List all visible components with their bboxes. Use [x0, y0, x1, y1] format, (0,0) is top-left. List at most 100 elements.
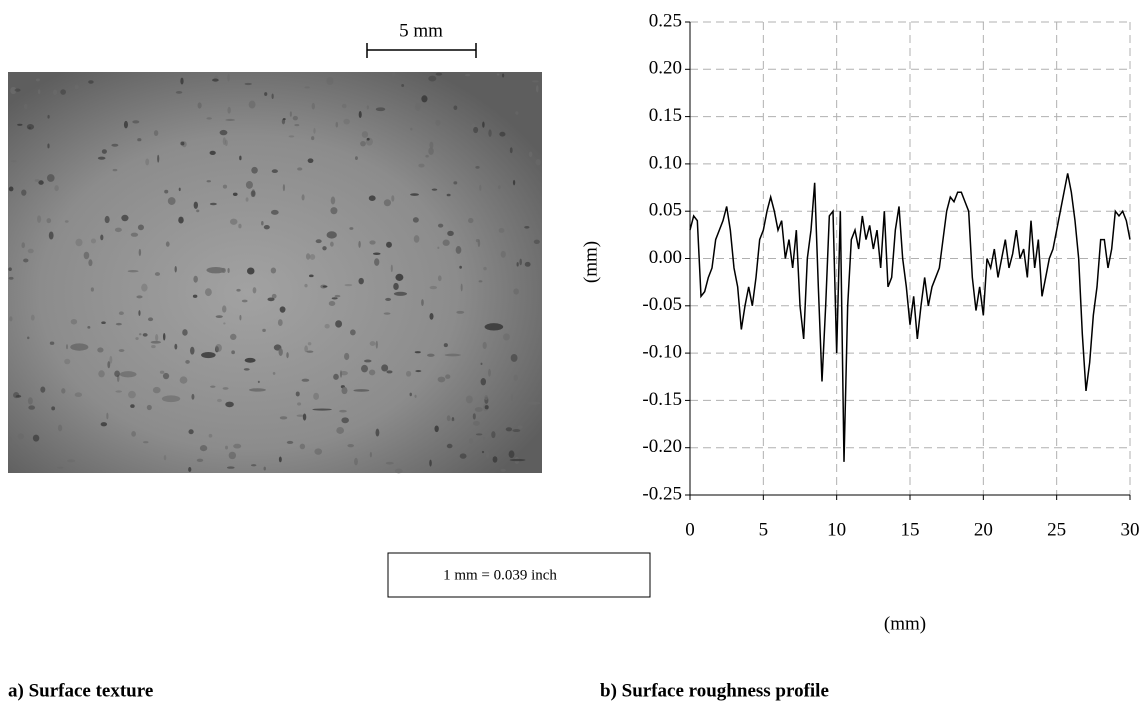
texture-spot [509, 458, 526, 462]
texture-spot [150, 340, 162, 344]
texture-spot [358, 277, 364, 285]
texture-spot [528, 151, 533, 158]
texture-spot [154, 272, 161, 276]
texture-spot [10, 86, 17, 95]
texture-spot [162, 332, 166, 341]
texture-spot [263, 224, 270, 230]
texture-spot [301, 378, 310, 382]
texture-spot [138, 333, 142, 336]
texture-spot [335, 320, 343, 328]
texture-spot [309, 253, 316, 260]
texture-spot [250, 190, 256, 198]
texture-spot [488, 368, 491, 377]
texture-spot [297, 167, 303, 171]
texture-spot [163, 455, 167, 461]
texture-spot [334, 294, 341, 298]
texture-spot [61, 388, 66, 394]
texture-spot [508, 450, 515, 459]
texture-spot [524, 225, 530, 229]
texture-spot [512, 179, 516, 186]
scale-bar-label: 5 mm [399, 20, 443, 41]
texture-spot [328, 301, 336, 306]
note-box [387, 552, 651, 598]
texture-spot [87, 326, 91, 329]
texture-spot [375, 428, 380, 437]
texture-spot [278, 456, 282, 463]
texture-spot [429, 141, 434, 149]
y-tick-label: -0.05 [642, 294, 682, 315]
texture-spot [37, 215, 42, 223]
texture-spot [167, 197, 176, 205]
texture-spot [446, 443, 453, 449]
texture-spot [330, 207, 338, 215]
texture-spot [478, 280, 483, 283]
texture-spot [239, 314, 242, 321]
texture-spot [271, 293, 277, 299]
texture-spot [233, 443, 242, 449]
texture-spot [383, 312, 391, 315]
texture-spot [222, 387, 229, 390]
texture-spot [141, 283, 148, 292]
texture-spot [330, 241, 334, 247]
texture-spot [229, 218, 238, 225]
texture-spot [391, 72, 396, 78]
x-tick-label: 30 [1121, 519, 1140, 540]
texture-spot [437, 246, 440, 250]
texture-spot [114, 370, 121, 377]
texture-spot [340, 370, 348, 376]
texture-spot [70, 318, 78, 325]
texture-spot [206, 180, 211, 183]
texture-spot [123, 120, 129, 129]
texture-spot [459, 453, 467, 459]
texture-spot [485, 450, 490, 459]
texture-spot [67, 459, 76, 463]
texture-spot [483, 436, 486, 440]
texture-spot [210, 385, 216, 388]
texture-spot [231, 350, 235, 355]
texture-spot [165, 241, 170, 247]
texture-spot [23, 103, 28, 110]
texture-spot [127, 270, 139, 273]
texture-spot [201, 351, 216, 359]
texture-spot [456, 310, 465, 314]
texture-spot [100, 422, 108, 427]
texture-spot [341, 417, 349, 424]
texture-spot [405, 370, 412, 377]
texture-spot [513, 288, 519, 295]
texture-spot [17, 433, 25, 440]
y-tick-label: -0.25 [642, 483, 682, 504]
texture-spot [412, 217, 419, 223]
texture-spot [473, 420, 480, 426]
texture-spot [114, 227, 122, 233]
texture-spot [415, 370, 422, 373]
texture-spot [446, 193, 451, 197]
texture-spot [369, 240, 376, 245]
texture-spot [209, 202, 217, 206]
texture-spot [326, 231, 337, 239]
texture-spot [136, 295, 143, 299]
texture-spot [261, 221, 264, 226]
texture-spot [322, 246, 327, 251]
x-tick-label: 10 [827, 519, 846, 540]
texture-spot [385, 297, 392, 301]
texture-spot [196, 458, 204, 463]
texture-spot [383, 199, 392, 207]
texture-spot [499, 131, 506, 137]
texture-spot [48, 231, 54, 240]
texture-spot [222, 184, 228, 189]
texture-spot [88, 259, 93, 267]
texture-spot [409, 392, 412, 397]
texture-spot [414, 394, 417, 398]
texture-spot [115, 322, 122, 326]
texture-spot [189, 346, 195, 355]
texture-spot [437, 376, 446, 383]
texture-spot [282, 184, 286, 192]
texture-spot [322, 285, 328, 288]
texture-spot [115, 390, 123, 393]
texture-spot [180, 141, 185, 146]
texture-spot [447, 230, 454, 236]
texture-spot [239, 155, 242, 161]
texture-spot [101, 321, 106, 325]
texture-spot [238, 223, 242, 229]
